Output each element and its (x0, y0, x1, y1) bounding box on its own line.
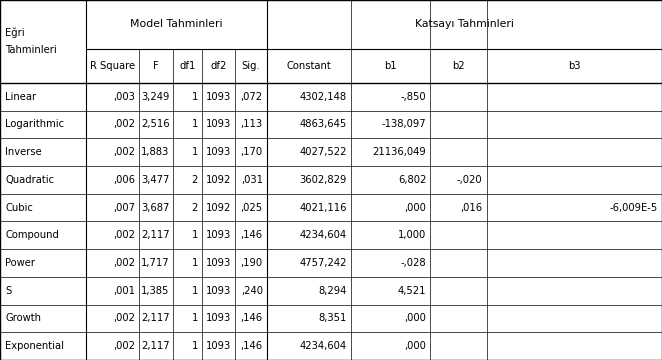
Text: Constant: Constant (287, 61, 331, 71)
Text: Katsayı Tahminleri: Katsayı Tahminleri (415, 19, 514, 29)
Text: 1: 1 (191, 286, 198, 296)
Text: 1: 1 (191, 120, 198, 129)
Text: 1,883: 1,883 (141, 147, 169, 157)
Text: 1093: 1093 (206, 147, 231, 157)
Text: S: S (5, 286, 11, 296)
Text: ,146: ,146 (241, 314, 263, 323)
Text: 1: 1 (191, 147, 198, 157)
Text: 4302,148: 4302,148 (300, 92, 347, 102)
Text: Power: Power (5, 258, 35, 268)
Text: 4027,522: 4027,522 (299, 147, 347, 157)
Text: ,240: ,240 (241, 286, 263, 296)
Text: ,113: ,113 (241, 120, 263, 129)
Text: 8,351: 8,351 (318, 314, 347, 323)
Text: ,000: ,000 (404, 341, 426, 351)
Text: ,003: ,003 (113, 92, 135, 102)
Text: 4234,604: 4234,604 (300, 230, 347, 240)
Text: -6,009E-5: -6,009E-5 (610, 203, 658, 212)
Text: Logarithmic: Logarithmic (5, 120, 64, 129)
Text: 8,294: 8,294 (318, 286, 347, 296)
Text: ,016: ,016 (461, 203, 483, 212)
Text: 1093: 1093 (206, 286, 231, 296)
Text: R Square: R Square (90, 61, 135, 71)
Text: ,025: ,025 (241, 203, 263, 212)
Text: 1: 1 (191, 92, 198, 102)
Text: 2,516: 2,516 (141, 120, 169, 129)
Text: 6,802: 6,802 (398, 175, 426, 185)
Text: 1: 1 (191, 314, 198, 323)
Text: 4,521: 4,521 (398, 286, 426, 296)
Text: ,146: ,146 (241, 230, 263, 240)
Text: 1,717: 1,717 (141, 258, 169, 268)
Text: 3,477: 3,477 (141, 175, 169, 185)
Text: Eğri: Eğri (5, 27, 25, 38)
Text: 1093: 1093 (206, 341, 231, 351)
Text: Sig.: Sig. (242, 61, 260, 71)
Text: ,002: ,002 (113, 230, 135, 240)
Text: b3: b3 (568, 61, 581, 71)
Text: ,170: ,170 (241, 147, 263, 157)
Text: ,000: ,000 (404, 203, 426, 212)
Text: ,190: ,190 (241, 258, 263, 268)
Text: Compound: Compound (5, 230, 59, 240)
Text: ,072: ,072 (241, 92, 263, 102)
Text: 4863,645: 4863,645 (300, 120, 347, 129)
Text: -,028: -,028 (401, 258, 426, 268)
Text: 1093: 1093 (206, 120, 231, 129)
Text: 2,117: 2,117 (141, 230, 169, 240)
Text: 21136,049: 21136,049 (373, 147, 426, 157)
Text: df2: df2 (211, 61, 226, 71)
Text: Linear: Linear (5, 92, 36, 102)
Text: 1093: 1093 (206, 92, 231, 102)
Text: Inverse: Inverse (5, 147, 42, 157)
Text: ,002: ,002 (113, 120, 135, 129)
Text: -,020: -,020 (457, 175, 483, 185)
Text: Growth: Growth (5, 314, 41, 323)
Text: F: F (154, 61, 159, 71)
Text: 3,249: 3,249 (141, 92, 169, 102)
Text: 4757,242: 4757,242 (299, 258, 347, 268)
Text: ,007: ,007 (113, 203, 135, 212)
Text: Model Tahminleri: Model Tahminleri (130, 19, 222, 29)
Text: ,002: ,002 (113, 147, 135, 157)
Text: Tahminleri: Tahminleri (5, 45, 57, 55)
Text: 1,385: 1,385 (141, 286, 169, 296)
Text: df1: df1 (179, 61, 196, 71)
Text: ,002: ,002 (113, 258, 135, 268)
Text: 3,687: 3,687 (141, 203, 169, 212)
Text: 2,117: 2,117 (141, 341, 169, 351)
Text: ,002: ,002 (113, 341, 135, 351)
Text: b1: b1 (384, 61, 397, 71)
Text: 2: 2 (191, 203, 198, 212)
Text: 1: 1 (191, 230, 198, 240)
Text: Exponential: Exponential (5, 341, 64, 351)
Text: 1093: 1093 (206, 230, 231, 240)
Text: ,031: ,031 (241, 175, 263, 185)
Text: ,146: ,146 (241, 341, 263, 351)
Text: b2: b2 (452, 61, 465, 71)
Text: ,002: ,002 (113, 314, 135, 323)
Text: Cubic: Cubic (5, 203, 33, 212)
Text: 3602,829: 3602,829 (299, 175, 347, 185)
Text: -138,097: -138,097 (382, 120, 426, 129)
Text: 1: 1 (191, 258, 198, 268)
Text: Quadratic: Quadratic (5, 175, 54, 185)
Text: 2: 2 (191, 175, 198, 185)
Text: 4234,604: 4234,604 (300, 341, 347, 351)
Text: ,000: ,000 (404, 314, 426, 323)
Text: 1093: 1093 (206, 314, 231, 323)
Text: 2,117: 2,117 (141, 314, 169, 323)
Text: 1093: 1093 (206, 258, 231, 268)
Text: ,006: ,006 (113, 175, 135, 185)
Text: 4021,116: 4021,116 (299, 203, 347, 212)
Text: 1092: 1092 (206, 175, 231, 185)
Text: 1092: 1092 (206, 203, 231, 212)
Text: 1,000: 1,000 (398, 230, 426, 240)
Text: -,850: -,850 (401, 92, 426, 102)
Text: ,001: ,001 (113, 286, 135, 296)
Text: 1: 1 (191, 341, 198, 351)
